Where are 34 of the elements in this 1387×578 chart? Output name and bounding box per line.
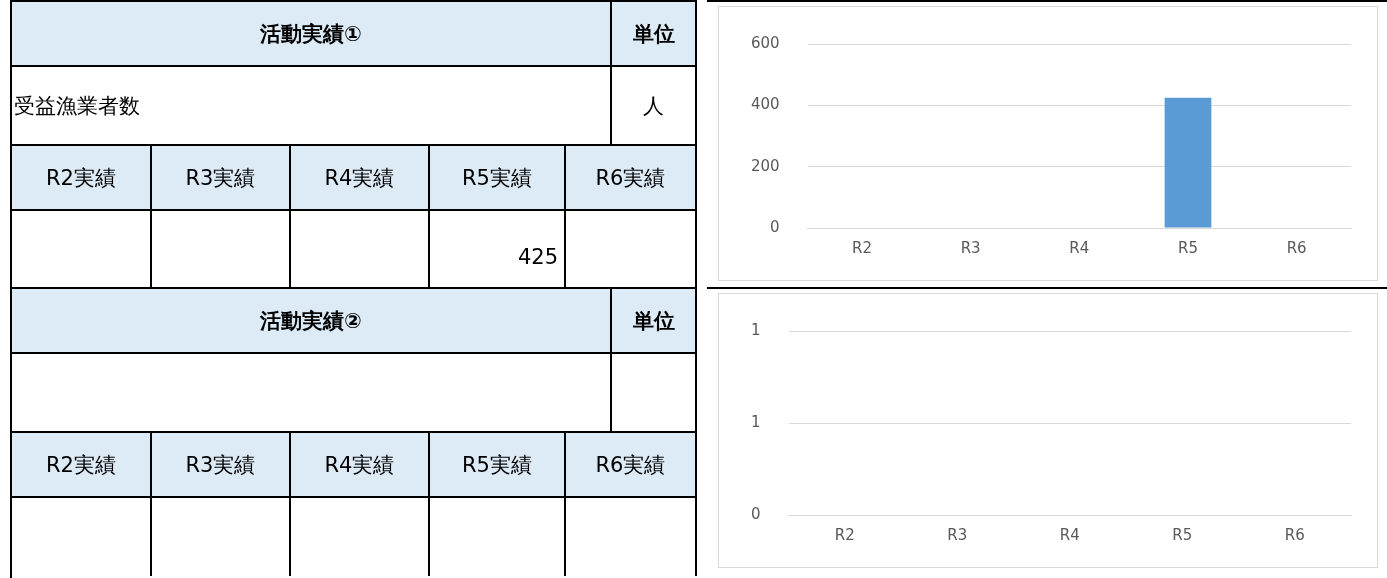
x-tick-label: R5 (1178, 238, 1198, 257)
text: 活動実績② (12, 289, 612, 354)
category-label: R2実績 (12, 146, 152, 211)
text: 受益漁業者数 (12, 67, 612, 146)
y-tick-label: 1 (751, 320, 761, 339)
x-tick-label: R6 (1284, 525, 1305, 544)
x-tick-label: R2 (851, 238, 872, 257)
category-label: R5実績 (430, 146, 566, 211)
category-label: R3実績 (152, 433, 291, 498)
y-tick-label: 600 (750, 33, 780, 52)
x-tick-label: R4 (1059, 525, 1080, 544)
y-tick-label: 1 (751, 412, 761, 431)
category-label: R5実績 (430, 433, 566, 498)
x-tick-label: R4 (1069, 238, 1090, 257)
x-tick-label: R3 (960, 238, 981, 257)
x-tick-label: R2 (834, 525, 855, 544)
text: 人 (612, 67, 697, 146)
y-tick-label: 0 (770, 217, 780, 236)
category-label: R3実績 (152, 146, 291, 211)
category-label: R2実績 (12, 433, 152, 498)
text: 単位 (612, 289, 697, 354)
text: 単位 (612, 2, 697, 67)
category-label: R6実績 (566, 146, 697, 211)
data-label: 425 (430, 211, 566, 289)
y-tick-label: 400 (750, 95, 780, 114)
text: 活動実績① (12, 2, 612, 67)
category-label: R4実績 (291, 433, 430, 498)
x-tick-label: R6 (1286, 238, 1307, 257)
y-tick-label: 0 (751, 504, 761, 523)
category-label: R6実績 (566, 433, 697, 498)
category-label: R4実績 (291, 146, 430, 211)
x-tick-label: R5 (1172, 525, 1193, 544)
x-tick-label: R3 (947, 525, 968, 544)
y-tick-label: 200 (750, 156, 780, 175)
